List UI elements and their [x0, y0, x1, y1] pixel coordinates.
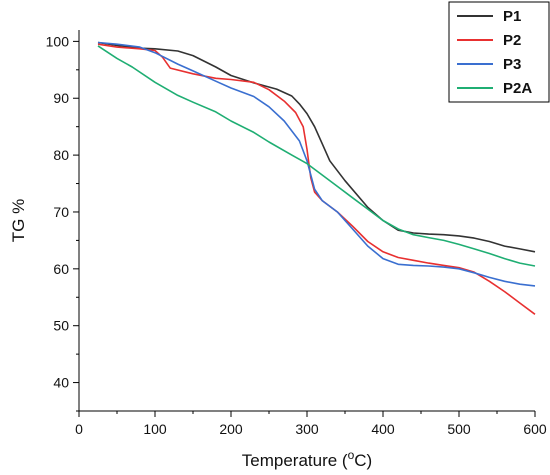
y-tick-label: 90: [53, 90, 69, 106]
legend-label-p1: P1: [503, 8, 521, 25]
legend: P1 P2 P3 P2A: [448, 1, 550, 103]
legend-box: [448, 1, 550, 103]
axes: 0 100 200 300 400 500 600 40 50 60 70 80 90 100: [46, 30, 547, 437]
y-tick-label: 60: [53, 261, 69, 277]
y-axis-title: TG %: [9, 199, 28, 242]
x-tick-label: 400: [371, 421, 395, 437]
x-axis-title: Temperature (oC): [242, 448, 372, 470]
legend-label-p3: P3: [503, 56, 521, 73]
y-tick-label: 70: [53, 204, 69, 220]
legend-label-p2a: P2A: [503, 80, 532, 97]
y-tick-label: 50: [53, 318, 69, 334]
series-line-p3: [97, 41, 536, 287]
x-tick-label: 600: [523, 421, 547, 437]
y-tick-label: 80: [53, 147, 69, 163]
x-tick-label: 100: [143, 421, 167, 437]
series-line-p2a: [97, 45, 536, 267]
legend-label-p2: P2: [503, 32, 521, 49]
x-tick-label: 300: [295, 421, 319, 437]
plot-lines: [97, 41, 536, 315]
x-tick-label: 500: [447, 421, 471, 437]
y-tick-label: 40: [53, 375, 69, 391]
y-tick-label: 100: [46, 33, 70, 49]
series-line-p1: [97, 41, 536, 253]
x-tick-label: 200: [219, 421, 243, 437]
x-tick-label: 0: [75, 421, 83, 437]
